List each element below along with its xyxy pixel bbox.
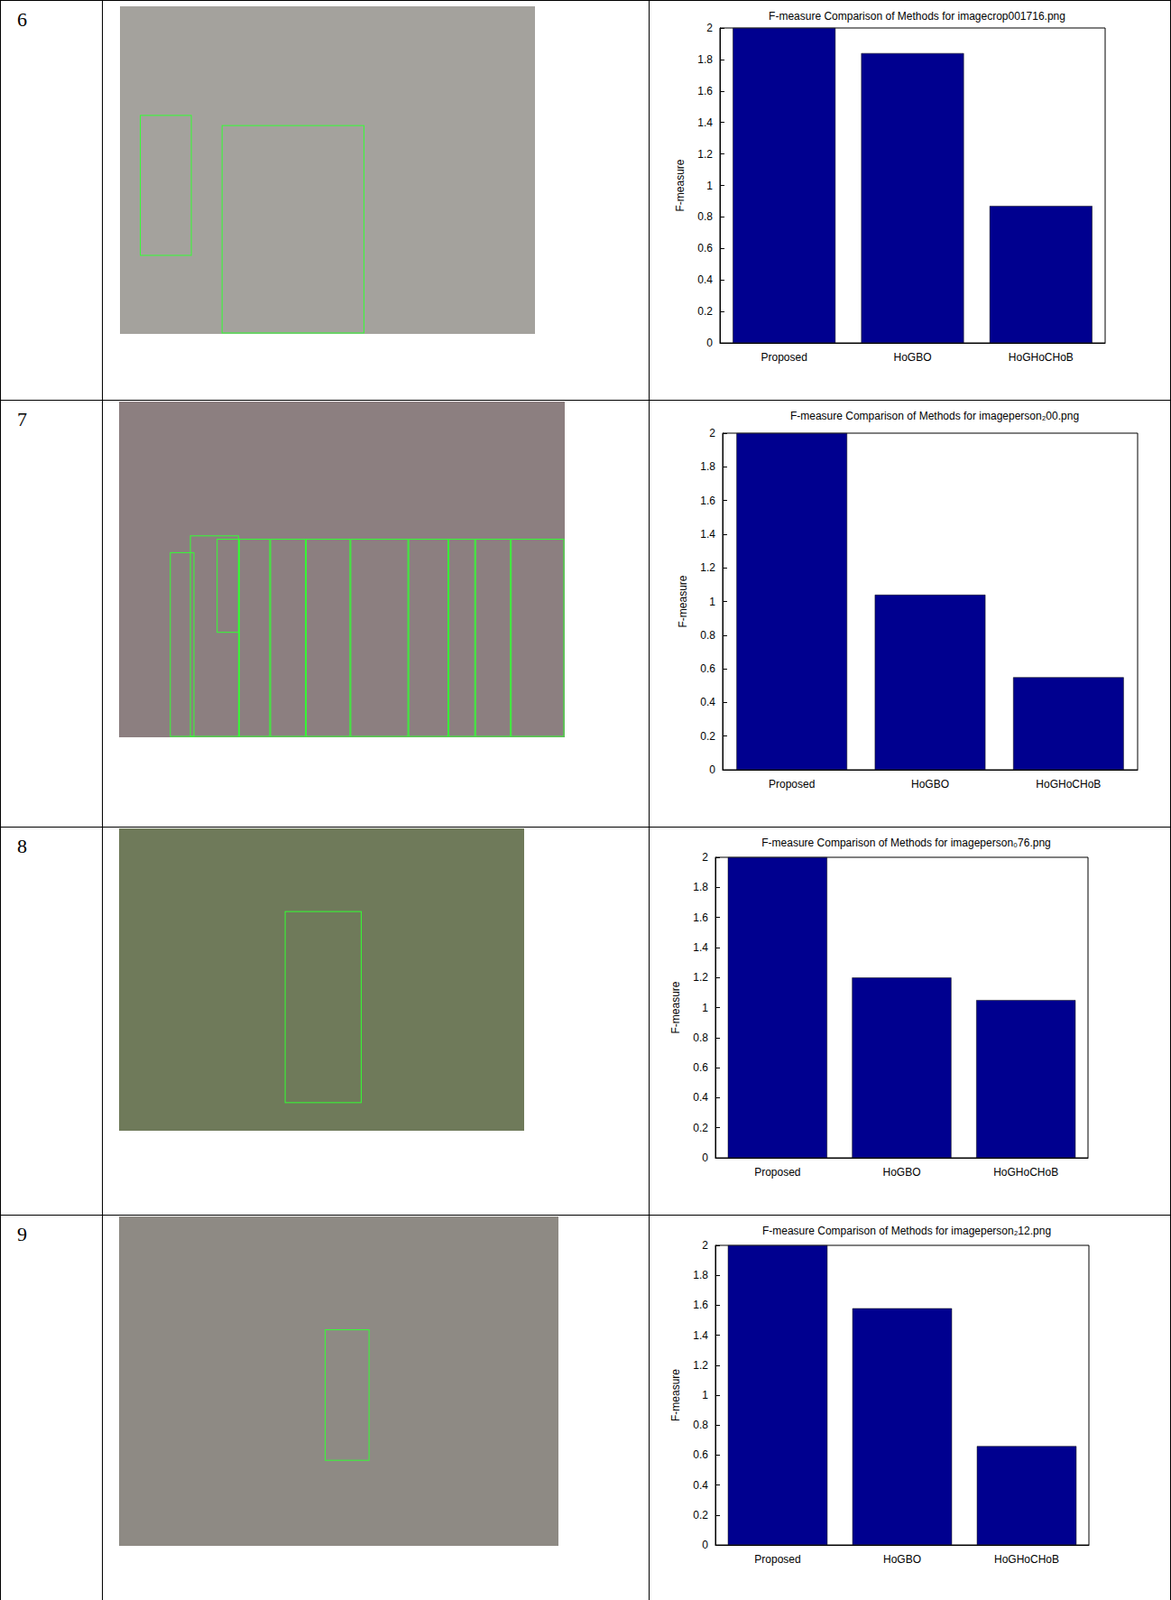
svg-text:1.8: 1.8 <box>692 1268 709 1282</box>
svg-text:0: 0 <box>709 763 716 776</box>
svg-text:1.2: 1.2 <box>697 147 713 161</box>
svg-text:0.8: 0.8 <box>692 1418 709 1431</box>
svg-text:0.2: 0.2 <box>697 304 713 318</box>
svg-text:HoGBO: HoGBO <box>883 1552 922 1566</box>
svg-text:HoGBO: HoGBO <box>893 350 932 364</box>
svg-text:HoGBO: HoGBO <box>882 1165 921 1179</box>
svg-text:HoGHoCHoB: HoGHoCHoB <box>1035 777 1101 791</box>
svg-text:1: 1 <box>706 179 713 193</box>
svg-text:0.6: 0.6 <box>692 1060 709 1074</box>
svg-text:1.8: 1.8 <box>697 53 713 66</box>
svg-text:HoGHoCHoB: HoGHoCHoB <box>994 1552 1060 1566</box>
svg-text:0.6: 0.6 <box>697 241 713 255</box>
svg-text:0.6: 0.6 <box>692 1447 709 1461</box>
svg-text:Proposed: Proposed <box>754 1552 801 1566</box>
svg-text:0.8: 0.8 <box>692 1031 709 1044</box>
svg-text:Proposed: Proposed <box>754 1165 801 1179</box>
svg-text:0.8: 0.8 <box>700 628 716 642</box>
svg-text:0.2: 0.2 <box>692 1121 709 1135</box>
svg-text:1.4: 1.4 <box>692 940 709 954</box>
svg-text:0.8: 0.8 <box>697 210 713 223</box>
svg-text:0.2: 0.2 <box>700 729 716 743</box>
svg-text:0.4: 0.4 <box>700 695 716 709</box>
svg-text:F-measure: F-measure <box>669 980 683 1033</box>
svg-text:Proposed: Proposed <box>760 350 807 364</box>
svg-text:F-measure: F-measure <box>676 574 690 627</box>
svg-text:1.2: 1.2 <box>692 1358 709 1372</box>
svg-text:0.4: 0.4 <box>692 1478 709 1492</box>
svg-text:F-measure: F-measure <box>673 158 687 212</box>
svg-text:Proposed: Proposed <box>768 777 815 791</box>
svg-text:1.4: 1.4 <box>697 116 713 130</box>
svg-text:2: 2 <box>701 850 709 864</box>
svg-text:1.6: 1.6 <box>700 494 716 508</box>
svg-text:0: 0 <box>701 1151 709 1164</box>
html-text:8: 8 <box>17 834 28 858</box>
svg-text:1.2: 1.2 <box>700 561 716 574</box>
svg-text:1.6: 1.6 <box>692 1298 709 1311</box>
svg-text:F-measure Comparison of Method: F-measure Comparison of Methods for imag… <box>762 1224 1052 1237</box>
svg-text:1.4: 1.4 <box>700 527 716 541</box>
svg-text:2: 2 <box>709 426 716 440</box>
svg-text:HoGHoCHoB: HoGHoCHoB <box>1008 350 1074 364</box>
svg-text:F-measure Comparison of Method: F-measure Comparison of Methods for imag… <box>790 409 1079 423</box>
svg-text:1.2: 1.2 <box>692 970 709 984</box>
svg-text:2: 2 <box>701 1238 709 1252</box>
svg-text:1.8: 1.8 <box>692 880 709 894</box>
svg-text:F-measure Comparison of Method: F-measure Comparison of Methods for imag… <box>768 9 1066 23</box>
svg-text:F-measure Comparison of Method: F-measure Comparison of Methods for imag… <box>761 836 1051 849</box>
svg-text:1: 1 <box>701 1001 709 1015</box>
svg-text:HoGBO: HoGBO <box>911 777 950 791</box>
svg-text:F-measure: F-measure <box>669 1368 683 1421</box>
svg-text:1.8: 1.8 <box>700 460 716 473</box>
svg-text:2: 2 <box>706 21 713 35</box>
svg-text:0.4: 0.4 <box>692 1090 709 1104</box>
svg-text:1.6: 1.6 <box>697 84 713 98</box>
svg-text:1: 1 <box>709 595 716 609</box>
svg-text:0.6: 0.6 <box>700 662 716 675</box>
svg-text:0.4: 0.4 <box>697 273 713 286</box>
svg-text:0: 0 <box>701 1538 709 1551</box>
html-text:6: 6 <box>17 8 28 31</box>
html-text:9: 9 <box>17 1222 28 1245</box>
svg-text:0.2: 0.2 <box>692 1508 709 1522</box>
svg-text:HoGHoCHoB: HoGHoCHoB <box>993 1165 1059 1179</box>
svg-text:0: 0 <box>706 336 713 350</box>
svg-text:1.6: 1.6 <box>692 911 709 924</box>
svg-text:1: 1 <box>701 1388 709 1402</box>
svg-text:1.4: 1.4 <box>692 1328 709 1342</box>
html-text:7: 7 <box>17 407 28 431</box>
